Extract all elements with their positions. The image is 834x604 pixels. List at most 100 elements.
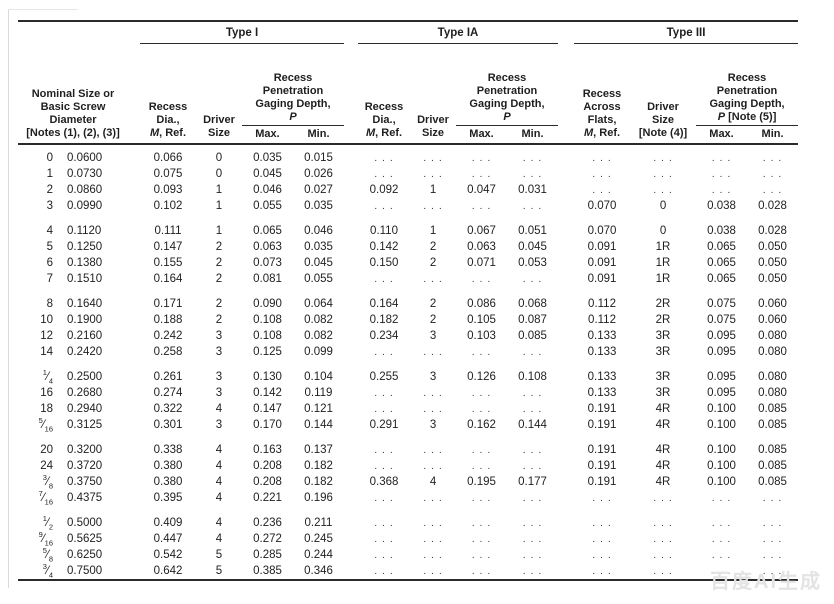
cell-type-i-recess-dia: 0.274 [153, 386, 183, 399]
cell-basic-diameter: 0.1120 [67, 224, 102, 237]
cell-type-iii-min: 0.080 [758, 386, 787, 399]
column-gap [558, 515, 574, 531]
cell-type-ia-min: 0.087 [518, 313, 547, 326]
cell-type-ia-min: 0.045 [518, 240, 547, 253]
cell-type-iii-recess-flats: 0.191 [587, 402, 617, 415]
cell-type-ia-min: . . . [522, 345, 543, 358]
cell-type-ia-driver-size: 2 [429, 256, 437, 269]
cell-type-i-min: 0.055 [304, 272, 333, 285]
column-gap [344, 369, 358, 385]
cell-type-ia-recess-dia: 0.291 [369, 418, 399, 431]
cell-type-ia-max: 0.162 [467, 418, 496, 431]
row-group-gap [18, 360, 798, 369]
cell-basic-diameter: 0.7500 [58, 562, 128, 581]
cell-type-ia-max: 0.071 [467, 256, 496, 269]
cell-type-ia-driver-size: 3 [429, 370, 437, 383]
cell-type-iii-max: 0.100 [707, 418, 736, 431]
cell-type-ia-min: . . . [522, 386, 543, 399]
cell-basic-diameter: 0.0730 [67, 167, 103, 180]
cell-basic-diameter: 0.3750 [67, 475, 103, 488]
cell-basic-diameter: 0.1250 [67, 240, 103, 253]
cell-type-iii-min: 0.080 [758, 370, 787, 383]
cell-size: 20 [40, 443, 53, 456]
cell-size: 3⁄8 [42, 472, 53, 490]
cell-type-iii-recess-flats: 0.191 [587, 459, 617, 472]
cell-basic-diameter: 0.5000 [67, 516, 103, 529]
column-gap [344, 401, 358, 417]
cell-type-iii-min: 0.080 [758, 345, 787, 358]
cell-type-iii-driver-size: . . . [653, 491, 673, 504]
header-group-gap [344, 43, 359, 145]
cell-type-ia-min: 0.144 [518, 418, 547, 431]
column-gap [344, 239, 358, 255]
cell-size: 3 [46, 199, 53, 212]
cell-type-iii-recess-flats: . . . [592, 532, 612, 545]
cell-type-i-min: 0.211 [304, 516, 333, 529]
cell-type-ia-recess-dia: . . . [374, 386, 394, 399]
cell-type-ia-driver-size: 4 [429, 475, 437, 488]
column-gap [344, 515, 358, 531]
column-gap [128, 182, 140, 198]
cell-type-iii-recess-flats: 0.133 [587, 386, 617, 399]
header-group-gap [344, 20, 359, 44]
cell-type-ia-max: 0.105 [467, 313, 496, 326]
column-gap [344, 385, 358, 401]
cell-type-ia-recess-dia: 0.164 [369, 297, 399, 310]
column-gap [128, 547, 140, 563]
cell-type-ia-min: . . . [522, 199, 543, 212]
cell-size: 0 [46, 151, 53, 164]
column-gap [344, 417, 358, 433]
cell-type-ia-driver-size: . . . [410, 562, 457, 581]
cell-type-ia-max: . . . [471, 443, 492, 456]
type-ia-min-header: Min. [521, 127, 544, 140]
cell-type-iii-recess-flats: . . . [592, 167, 612, 180]
column-gap [344, 344, 358, 360]
table-row: 9⁄16 0.5625 0.447 4 0.272 0.245 . . . . . . . . … [18, 529, 798, 547]
recess-dimensions-table: Type I Type IA Type III Nominal Size or Basi… [18, 20, 799, 581]
cell-type-iii-max: 0.038 [707, 199, 736, 212]
cell-type-i-driver-size: 0 [215, 151, 223, 164]
cell-type-i-max: 0.055 [253, 199, 282, 212]
cell-type-iii-driver-size: 4R [655, 459, 671, 472]
row-group-gap [18, 433, 798, 442]
cell-type-iii-driver-size: 3R [655, 345, 671, 358]
cell-type-iii-min: 0.060 [758, 297, 787, 310]
cell-type-i-max: 0.063 [253, 240, 282, 253]
cell-type-i-max: 0.081 [253, 272, 282, 285]
cell-type-i-recess-dia: 0.102 [153, 199, 183, 212]
cell-type-i-min: 0.119 [304, 386, 333, 399]
table-row: 7⁄16 0.4375 0.395 4 0.221 0.196 . . . . . . . . … [18, 489, 798, 506]
column-gap [558, 458, 574, 474]
column-gap [128, 271, 140, 287]
row-group-gap [18, 287, 798, 296]
column-gap [558, 239, 574, 255]
column-gap [558, 328, 574, 344]
cell-type-i-min: 0.099 [304, 345, 333, 358]
cell-size: 9⁄16 [38, 529, 53, 547]
cell-type-i-min: 0.182 [304, 459, 333, 472]
cell-size: 6 [46, 256, 53, 269]
cell-type-i-recess-dia: 0.258 [153, 345, 183, 358]
column-gap [128, 474, 140, 490]
table-row: 5⁄16 0.3125 0.301 3 0.170 0.144 0.291 3 0.162 0.1… [18, 416, 798, 433]
cell-type-ia-min: 0.068 [518, 297, 547, 310]
column-gap [558, 271, 574, 287]
cell-type-i-min: 0.137 [304, 443, 333, 456]
cell-type-ia-min: 0.108 [518, 370, 547, 383]
cell-type-ia-min: . . . [522, 167, 543, 180]
gap-cell [18, 214, 798, 223]
table-row: 3⁄4 0.7500 0.642 5 0.385 0.346. . .. . .. . .… [18, 562, 799, 581]
cell-basic-diameter: 0.3720 [67, 459, 103, 472]
cell-type-i-max: 0.142 [253, 386, 282, 399]
cell-basic-diameter: 0.1510 [67, 272, 103, 285]
cell-type-iii-driver-size: . . . [653, 532, 673, 545]
cell-type-i-max: 0.125 [253, 345, 282, 358]
cell-type-iii-recess-flats: 0.091 [587, 240, 617, 253]
cell-type-i-recess-dia: 0.338 [153, 443, 183, 456]
column-gap [344, 182, 358, 198]
cell-type-ia-recess-dia: . . . [374, 491, 394, 504]
cell-type-i-recess-dia: 0.111 [154, 224, 182, 237]
column-gap [128, 166, 140, 182]
cell-type-i-min: 0.144 [304, 418, 333, 431]
column-gap [128, 344, 140, 360]
